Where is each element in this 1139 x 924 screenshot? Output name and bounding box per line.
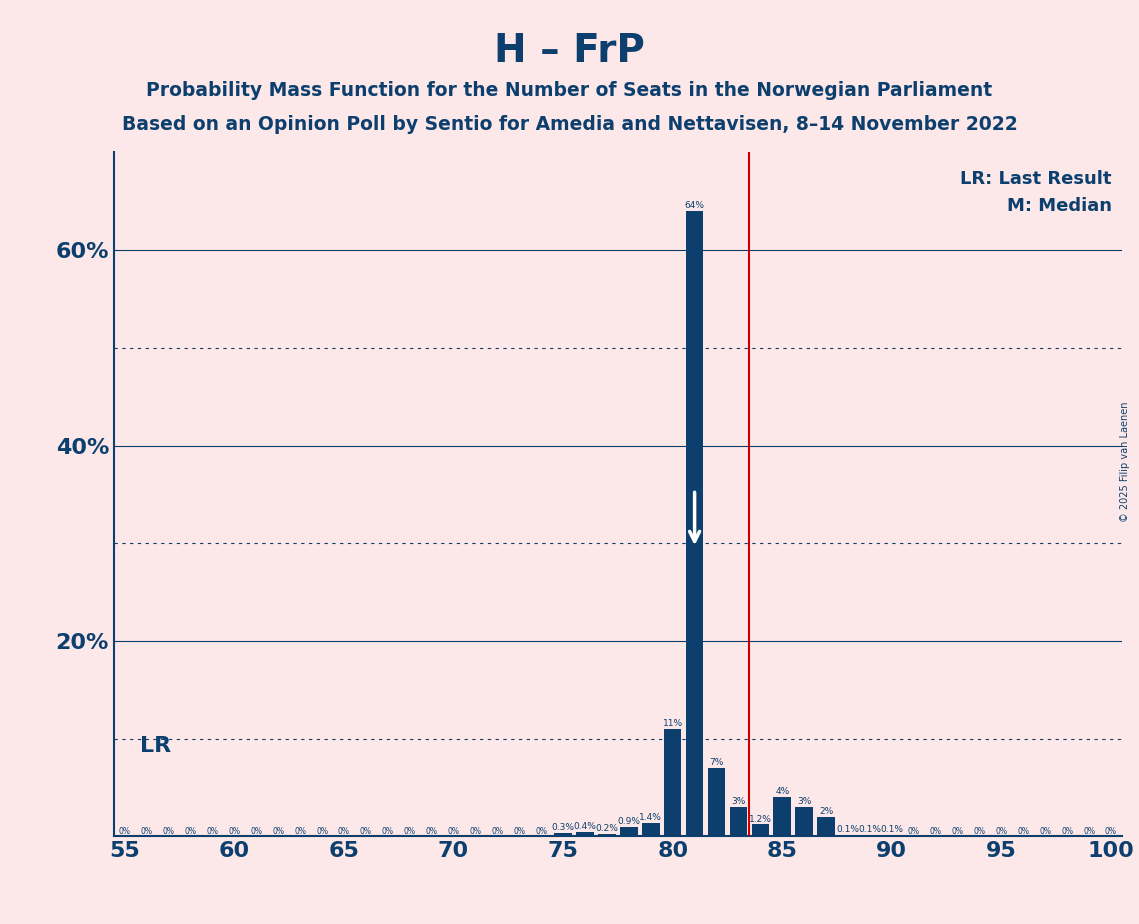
Text: 0%: 0% [1039,827,1051,835]
Bar [861,835,878,836]
Text: 0%: 0% [382,827,394,835]
Text: 2%: 2% [819,807,834,816]
Text: 0%: 0% [1062,827,1073,835]
Text: 4%: 4% [776,787,789,796]
Bar [598,834,616,836]
Bar [730,807,747,836]
Text: 3%: 3% [731,796,746,806]
Text: 0%: 0% [185,827,197,835]
Text: 64%: 64% [685,201,705,210]
Text: 0.3%: 0.3% [551,823,574,833]
Text: Based on an Opinion Poll by Sentio for Amedia and Nettavisen, 8–14 November 2022: Based on an Opinion Poll by Sentio for A… [122,115,1017,134]
Text: 0%: 0% [514,827,525,835]
Text: 0%: 0% [272,827,285,835]
Text: 0%: 0% [317,827,328,835]
Text: 0.9%: 0.9% [617,818,640,826]
Text: 0%: 0% [929,827,942,835]
Text: 1.2%: 1.2% [749,815,772,823]
Text: 0%: 0% [951,827,964,835]
Bar [664,729,681,836]
Bar [620,827,638,836]
Text: 0%: 0% [1083,827,1095,835]
Text: 0%: 0% [360,827,372,835]
Text: M: Median: M: Median [1007,197,1112,215]
Text: 0.1%: 0.1% [859,825,882,834]
Bar [818,817,835,836]
Bar [839,835,857,836]
Text: LR: Last Result: LR: Last Result [960,170,1112,188]
Text: 0%: 0% [294,827,306,835]
Text: © 2025 Filip van Laenen: © 2025 Filip van Laenen [1120,402,1130,522]
Text: 0%: 0% [448,827,459,835]
Text: 0.2%: 0.2% [596,824,618,833]
Bar [773,797,790,836]
Text: 0.1%: 0.1% [880,825,903,834]
Text: Probability Mass Function for the Number of Seats in the Norwegian Parliament: Probability Mass Function for the Number… [147,81,992,101]
Text: LR: LR [140,736,171,756]
Text: 0%: 0% [535,827,547,835]
Bar [752,824,769,836]
Text: 0%: 0% [141,827,153,835]
Text: 0%: 0% [251,827,262,835]
Bar [707,768,726,836]
Text: 0%: 0% [974,827,985,835]
Text: 0%: 0% [229,827,240,835]
Text: 0%: 0% [206,827,219,835]
Text: 0.4%: 0.4% [574,822,597,832]
Text: 0%: 0% [995,827,1007,835]
Bar [576,833,593,836]
Text: 0%: 0% [469,827,482,835]
Text: 11%: 11% [663,719,682,728]
Text: 0%: 0% [403,827,416,835]
Text: 0%: 0% [491,827,503,835]
Text: 7%: 7% [710,758,723,767]
Bar [555,833,572,836]
Text: H – FrP: H – FrP [494,32,645,70]
Bar [795,807,813,836]
Bar [686,211,704,836]
Text: 0%: 0% [426,827,437,835]
Text: 0%: 0% [1105,827,1117,835]
Text: 0%: 0% [118,827,131,835]
Text: 0%: 0% [338,827,350,835]
Text: 0.1%: 0.1% [836,825,860,834]
Bar [642,822,659,836]
Text: 0%: 0% [1017,827,1030,835]
Bar [883,835,901,836]
Text: 1.4%: 1.4% [639,812,662,821]
Text: 3%: 3% [797,796,811,806]
Text: 0%: 0% [163,827,174,835]
Text: 0%: 0% [908,827,919,835]
